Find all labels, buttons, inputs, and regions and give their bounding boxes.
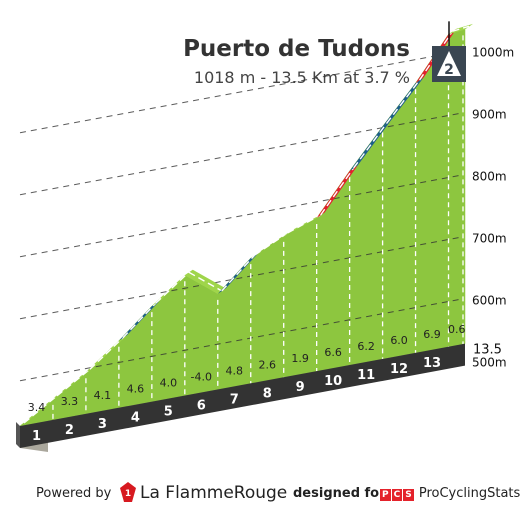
elevation-gridline-3: [19, 174, 461, 258]
km-label-9: 9: [296, 380, 305, 395]
gradient-band-dash-10: [320, 167, 355, 216]
km-label-2: 2: [65, 423, 74, 438]
gradient-band-dash-3: [89, 337, 124, 370]
gradient-band-dash-14: [452, 25, 470, 32]
footer: Powered by 1 La FlammeRouge designed for…: [0, 480, 525, 510]
gradient-band-dash-2: [56, 368, 91, 397]
category-label: 2: [444, 62, 454, 78]
gradient-label-6: -4.0: [191, 370, 212, 383]
ylabel-6: 500m: [472, 355, 507, 369]
km-label-3: 3: [98, 417, 107, 432]
elevation-gridline-1: [19, 50, 461, 134]
gradient-label-9: 1.9: [291, 352, 309, 365]
km-label-11: 11: [357, 368, 375, 383]
gradient-label-14: 0.6: [448, 323, 466, 336]
gradient-label-13: 6.9: [423, 328, 441, 341]
gradient-label-2: 3.3: [61, 395, 79, 408]
flamme-rouge-icon: 1: [120, 482, 136, 502]
gradient-band-dash-5: [155, 271, 190, 304]
designed-for-text: designed for: [293, 486, 386, 501]
ylabel-3: 800m: [472, 169, 507, 183]
gradient-band-dash-12: [386, 79, 421, 124]
elevation-gridline-2: [19, 112, 461, 196]
km-label-12: 12: [390, 362, 408, 377]
gradient-band-dash-9: [287, 214, 322, 234]
flamme-rouge-name: La FlammeRouge: [140, 483, 288, 503]
gradient-band-dash-6: [188, 271, 223, 292]
gradient-band-dash-13: [418, 30, 454, 81]
gradient-label-4: 4.6: [127, 383, 145, 396]
km-label-4: 4: [131, 411, 140, 426]
km-label-1: 1: [32, 429, 41, 444]
gradient-band-dash-8: [254, 232, 289, 256]
km-label-10: 10: [324, 374, 342, 389]
gradient-label-7: 4.8: [226, 364, 244, 377]
ylabel-2: 900m: [472, 107, 507, 121]
distance-base-strip: [20, 343, 465, 448]
gradient-band-dash-4: [122, 302, 157, 339]
gradient-label-10: 6.6: [324, 346, 342, 359]
ylabel-4: 700m: [472, 231, 507, 245]
gradient-label-3: 4.1: [94, 389, 112, 402]
svg-text:1: 1: [125, 489, 131, 499]
elevation-gridline-4: [19, 236, 461, 320]
profile-segment-10: [316, 170, 350, 372]
powered-by-text: Powered by: [36, 486, 112, 501]
flamme-rouge-logo[interactable]: 1 La FlammeRouge: [120, 482, 287, 503]
km-label-8: 8: [263, 386, 272, 401]
profile-segment-13: [415, 33, 449, 354]
total-distance-label: 13.5: [473, 343, 502, 358]
procyclingstats-name: ProCyclingStats: [418, 486, 521, 501]
gradient-band-6: [184, 269, 226, 294]
km-label-7: 7: [230, 392, 239, 407]
profile-segment-3: [85, 340, 120, 415]
gradient-label-5: 4.0: [160, 377, 178, 390]
km-label-6: 6: [197, 398, 206, 413]
pcs-letter-p: P: [380, 489, 391, 501]
gradient-label-12: 6.0: [390, 334, 408, 347]
gradient-band-dash-11: [353, 123, 388, 169]
climb-title: Puerto de Tudons: [183, 36, 410, 62]
gradient-band-dash-7: [221, 254, 256, 292]
pcs-letter-c: C: [391, 489, 403, 501]
gradient-label-1: 3.4: [28, 401, 46, 414]
profile-segment-11: [349, 125, 383, 366]
gradient-label-8: 2.6: [258, 358, 276, 371]
elevation-gridline-5: [19, 298, 461, 382]
km-label-5: 5: [164, 405, 173, 420]
gradient-label-11: 6.2: [357, 340, 375, 353]
gradient-band-dash-1: [23, 395, 58, 424]
ylabel-5: 600m: [472, 293, 507, 307]
mountain-icon: [437, 51, 461, 76]
gradient-band-8: [250, 230, 292, 259]
climb-subtitle: 1018 m - 13.5 Km at 3.7 %: [193, 68, 410, 87]
ylabel-1: 1000m: [472, 45, 514, 59]
km-label-13: 13: [423, 356, 441, 371]
distance-base-edge: [16, 422, 20, 448]
pcs-letter-s: S: [403, 489, 414, 501]
